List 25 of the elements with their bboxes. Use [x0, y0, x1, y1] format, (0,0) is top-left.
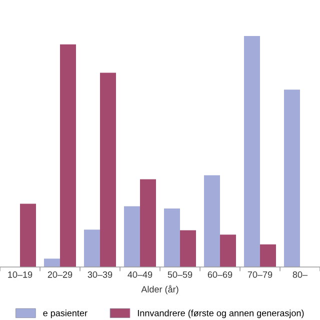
x-tick-label: 50–59 — [168, 271, 192, 278]
bar — [44, 258, 60, 267]
bar — [164, 208, 180, 267]
x-tick-label: 70–79 — [248, 271, 272, 278]
bar — [204, 175, 220, 267]
bar — [260, 244, 276, 267]
x-tick-label: 30–39 — [88, 271, 112, 278]
bar — [124, 206, 140, 267]
x-tick-label: 60–69 — [208, 271, 232, 278]
x-tick-label: 20–29 — [48, 271, 72, 278]
bar — [180, 230, 196, 267]
bar — [220, 234, 236, 267]
bar — [20, 204, 36, 267]
bar — [140, 179, 156, 267]
x-tick-label: 10–19 — [8, 271, 32, 278]
bar — [284, 90, 300, 267]
x-axis-title: Alder (år) — [141, 285, 178, 294]
legend-label: Innvandrere (første og annen generasjon) — [138, 310, 304, 318]
x-tick-label: 80– — [292, 271, 308, 278]
bar — [100, 72, 116, 267]
bar — [60, 44, 76, 267]
legend-label: e pasienter — [43, 310, 88, 318]
x-tick-label: 40–49 — [128, 271, 152, 278]
bar — [84, 230, 100, 267]
bar — [244, 36, 260, 267]
